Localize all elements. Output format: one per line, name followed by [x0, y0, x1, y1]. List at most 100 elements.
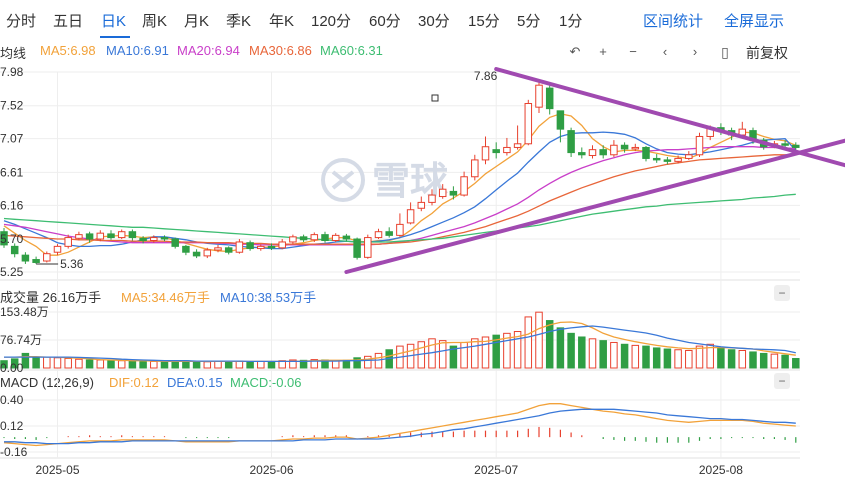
range-stats-link[interactable]: 区间统计 — [643, 13, 704, 30]
scroll-left-icon[interactable]: ‹ — [662, 44, 668, 59]
candle — [107, 230, 115, 240]
candle — [43, 251, 51, 263]
volume-bar — [150, 360, 158, 369]
candle — [642, 145, 650, 162]
volume-bar — [685, 349, 693, 369]
candle — [631, 143, 640, 152]
candle — [524, 99, 533, 146]
candle — [717, 123, 725, 136]
candle — [182, 244, 190, 256]
tab-1[interactable]: 五日 — [53, 13, 84, 30]
volume-bar — [53, 357, 62, 369]
volume-bar — [235, 360, 244, 369]
candle — [588, 145, 597, 159]
tab-5[interactable]: 季K — [226, 13, 252, 30]
reset-icon[interactable]: ↶ — [569, 44, 581, 59]
candle — [192, 249, 201, 259]
tab-9[interactable]: 30分 — [418, 13, 450, 30]
volume-bar — [428, 338, 436, 369]
legend-item: MA30:6.86 — [249, 43, 312, 58]
tab-0[interactable]: 分时 — [6, 13, 37, 30]
candle — [364, 234, 372, 259]
trendline — [344, 138, 845, 274]
candle — [203, 247, 212, 259]
volume-bar — [374, 352, 383, 369]
volume-bar — [610, 341, 618, 369]
price-tick-label: 5.25 — [0, 265, 24, 279]
volume-bar — [481, 336, 490, 369]
candle — [759, 137, 768, 150]
volume-bars — [0, 311, 800, 369]
candle — [685, 151, 693, 160]
volume-bar — [535, 311, 543, 369]
candle-style-icon[interactable]: ▯ — [721, 44, 729, 60]
legend-item: DIF:0.12 — [109, 375, 159, 390]
volume-bar — [717, 347, 725, 369]
tab-11[interactable]: 5分 — [517, 13, 541, 30]
candle — [321, 231, 329, 243]
candle — [471, 154, 479, 181]
candle — [21, 252, 30, 264]
candle — [32, 256, 40, 264]
zoom-out-icon[interactable]: − — [629, 44, 637, 59]
scroll-right-icon[interactable]: › — [692, 44, 698, 59]
macd-panel — [3, 403, 797, 447]
legend-item: DEA:0.15 — [167, 375, 223, 390]
tab-8[interactable]: 60分 — [369, 13, 401, 30]
volume-bar — [417, 341, 426, 369]
volume-bar — [278, 360, 286, 369]
candle — [0, 228, 8, 248]
axis-labels: 7.98 7.52 7.07 6.61 6.16 5.70 5.25 153.48万 76.74… — [0, 65, 743, 477]
tab-2[interactable]: 日K — [101, 13, 127, 30]
macd-collapse-icon[interactable]: − — [774, 373, 790, 389]
high-annotation: 7.86 — [474, 69, 498, 83]
candle — [567, 127, 575, 157]
fullscreen-link[interactable]: 全屏显示 — [724, 13, 785, 30]
volume-bar — [545, 320, 554, 369]
volume-bar — [406, 343, 415, 369]
candle — [674, 155, 682, 164]
volume-collapse-icon[interactable]: − — [774, 285, 790, 301]
candle — [267, 243, 276, 251]
candle — [792, 142, 800, 150]
volume-bar — [706, 343, 714, 369]
volume-bar — [588, 338, 597, 369]
tab-4[interactable]: 月K — [184, 13, 210, 30]
tab-10[interactable]: 15分 — [468, 13, 500, 30]
adjust-select[interactable]: 前复权 — [746, 45, 788, 61]
volume-bar — [567, 332, 575, 369]
candle — [578, 147, 586, 159]
tab-3[interactable]: 周K — [142, 13, 168, 30]
volume-bar — [620, 343, 629, 369]
dea-line — [4, 408, 796, 445]
volume-bar — [331, 360, 340, 369]
price-tick-label: 6.16 — [0, 198, 24, 212]
candle — [10, 243, 19, 258]
candle — [96, 230, 105, 242]
trendlines — [344, 67, 845, 274]
candles — [0, 80, 800, 264]
tab-6[interactable]: 年K — [269, 13, 295, 30]
candle — [417, 196, 426, 212]
volume-bar — [471, 338, 479, 369]
watermark: 雪球 — [321, 158, 449, 203]
tab-12[interactable]: 1分 — [559, 13, 583, 30]
volume-bar — [128, 360, 137, 369]
tab-7[interactable]: 120分 — [311, 13, 352, 30]
volume-bar — [85, 359, 94, 369]
volume-bar — [749, 351, 757, 369]
volume-bar — [503, 332, 511, 369]
volume-bar — [364, 355, 372, 369]
volume-bar — [160, 361, 169, 369]
volume-bar — [214, 360, 222, 369]
volume-bar — [43, 356, 51, 369]
volume-bar — [192, 360, 201, 369]
candle — [545, 83, 554, 115]
zoom-in-icon[interactable]: + — [599, 44, 607, 59]
candle — [85, 231, 94, 243]
volume-bar — [695, 345, 704, 369]
candle — [492, 142, 500, 159]
candle — [224, 246, 233, 255]
volume-bar — [203, 361, 212, 369]
macd-tick-label: -0.16 — [0, 445, 28, 459]
